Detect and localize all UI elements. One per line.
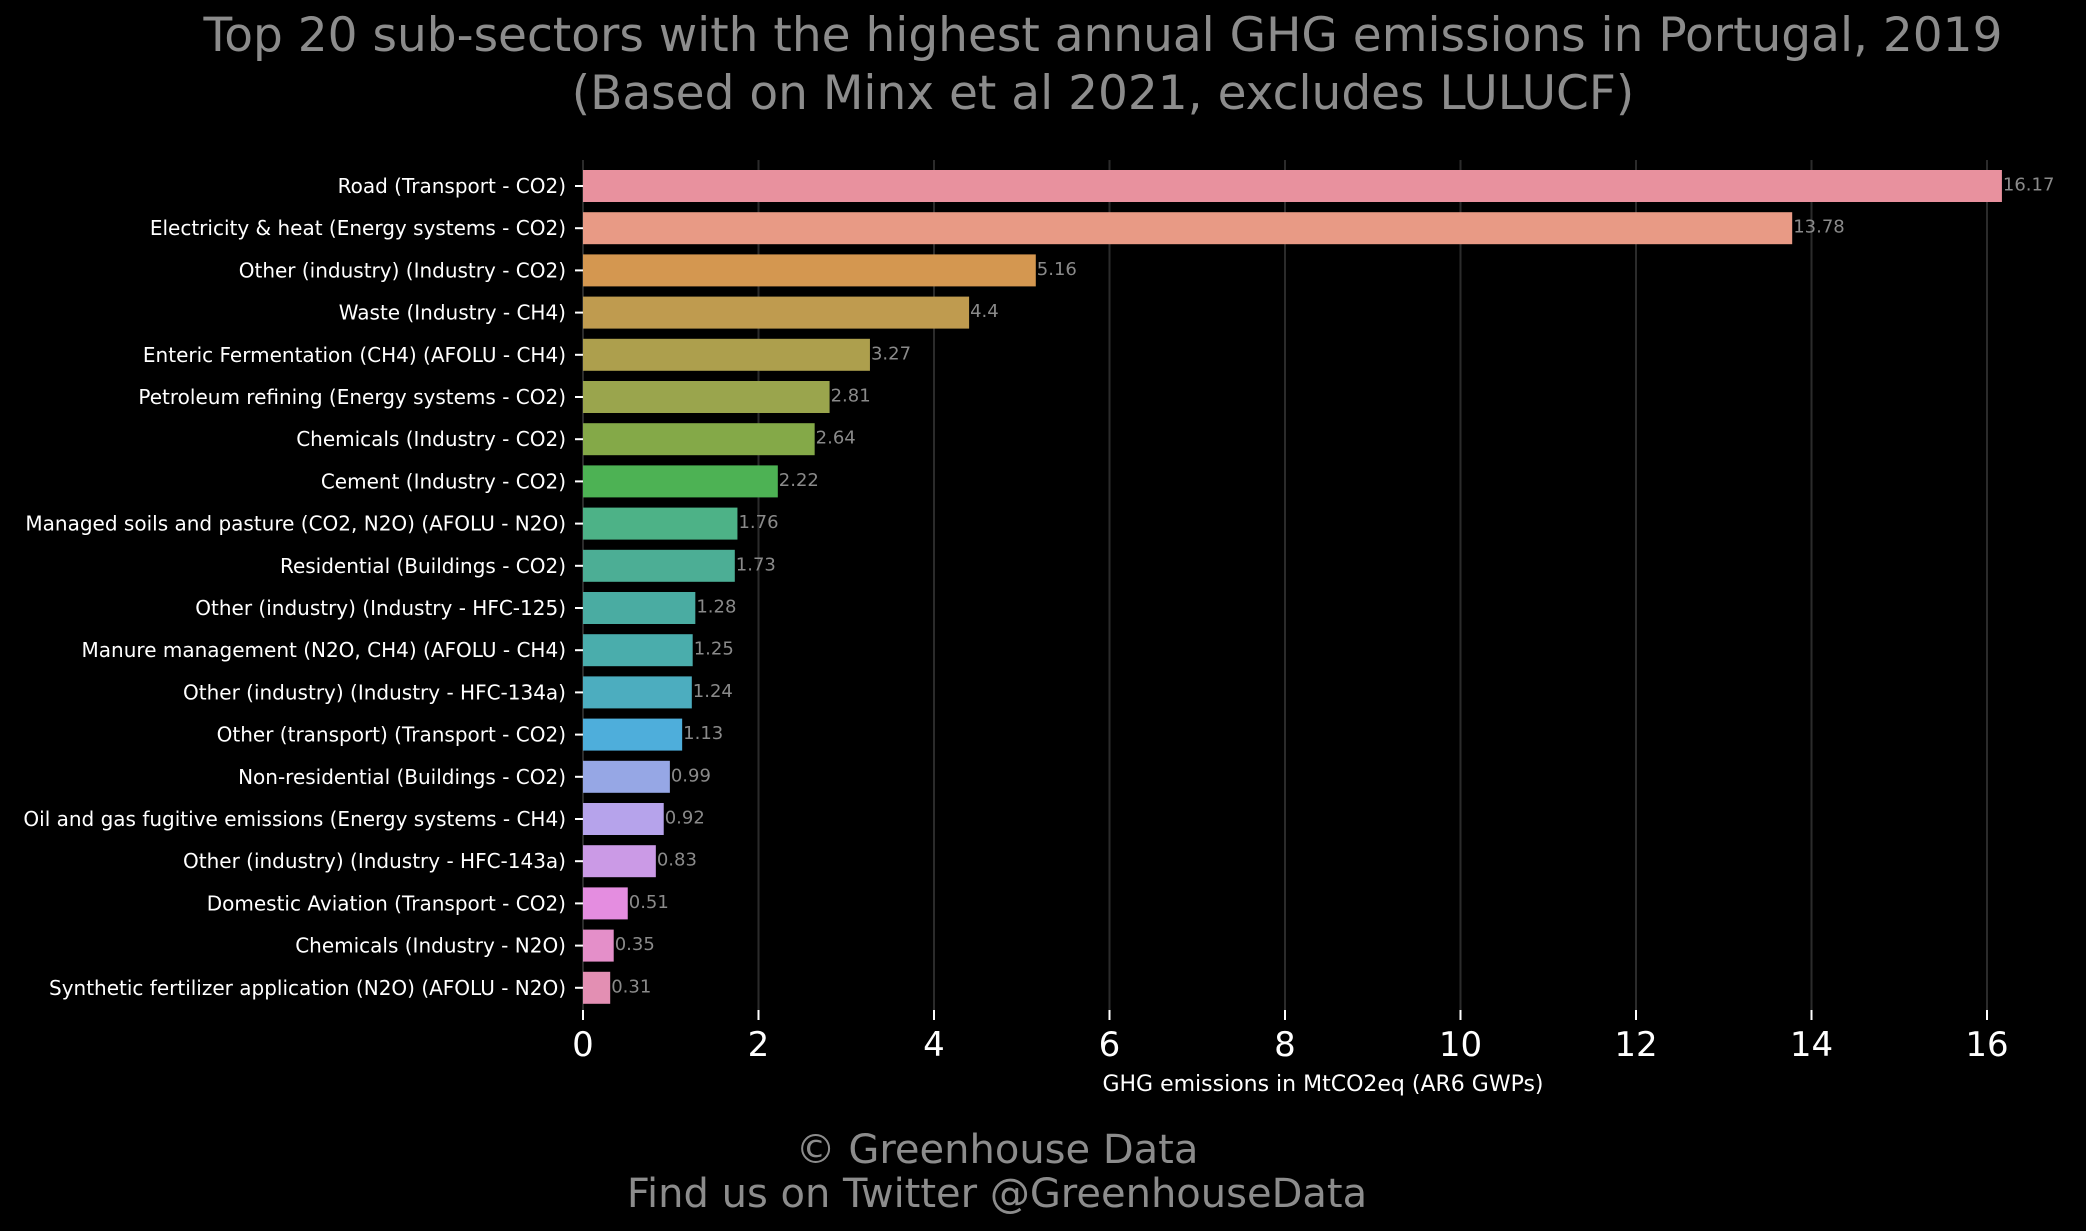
x-tick-label: 8 [1274, 1025, 1296, 1065]
bar [583, 634, 693, 667]
bar [583, 803, 664, 835]
x-axis-ticks: 0 2 4 6 8 10 12 14 16 [572, 185, 2009, 1065]
bar [583, 338, 870, 371]
x-axis-label: GHG emissions in MtCO2eq (AR6 GWPs) [1102, 1072, 1543, 1097]
bar [583, 423, 815, 456]
bar [583, 718, 683, 751]
value-label: 5.16 [1037, 259, 1077, 280]
value-label: 16.17 [2003, 175, 2055, 196]
category-label: Other (industry) (Industry - HFC-143a) [183, 849, 566, 873]
category-label: Cement (Industry - CO2) [321, 469, 566, 493]
value-label: 13.78 [1793, 217, 1845, 238]
bar [583, 592, 696, 624]
category-label: Other (industry) (Industry - HFC-125) [195, 596, 566, 620]
value-label: 1.13 [683, 723, 723, 744]
category-label: Manure management (N2O, CH4) (AFOLU - CH… [82, 638, 566, 662]
category-label: Managed soils and pasture (CO2, N2O) (AF… [25, 512, 566, 536]
category-label: Chemicals (Industry - N2O) [295, 934, 566, 958]
value-label: 1.76 [738, 512, 778, 533]
category-label: Other (transport) (Transport - CO2) [217, 723, 566, 747]
category-label: Chemicals (Industry - CO2) [296, 427, 566, 451]
bar [583, 212, 1793, 245]
value-label: 2.22 [779, 470, 819, 491]
bar [583, 549, 735, 582]
category-label: Synthetic fertilizer application (N2O) (… [49, 976, 566, 1000]
x-tick-label: 16 [1965, 1025, 2008, 1065]
value-label: 2.64 [816, 428, 856, 449]
bar [583, 465, 778, 498]
bars [583, 170, 2002, 1004]
value-label: 1.28 [696, 597, 736, 618]
bar [583, 676, 692, 709]
category-labels: Road (Transport - CO2) Electricity & heat… [23, 174, 566, 1000]
bar [583, 170, 2002, 202]
category-label: Other (industry) (Industry - HFC-134a) [183, 680, 566, 704]
category-label: Electricity & heat (Energy systems - CO2… [150, 216, 566, 240]
category-label: Domestic Aviation (Transport - CO2) [207, 891, 566, 915]
category-label: Enteric Fermentation (CH4) (AFOLU - CH4) [143, 343, 566, 367]
credit-copyright: © Greenhouse Data [796, 1127, 1199, 1173]
value-label: 0.92 [665, 808, 705, 829]
category-label: Non-residential (Buildings - CO2) [238, 765, 566, 789]
value-label: 3.27 [871, 343, 911, 364]
x-tick-label: 4 [923, 1025, 945, 1065]
x-tick-label: 0 [572, 1025, 594, 1065]
x-tick-label: 2 [748, 1025, 770, 1065]
bar [583, 929, 614, 962]
x-tick-label: 14 [1790, 1025, 1833, 1065]
bar [583, 971, 611, 1004]
value-label: 0.51 [629, 892, 669, 913]
bar [583, 254, 1036, 287]
value-label: 4.4 [970, 301, 999, 322]
value-label: 1.25 [694, 639, 734, 660]
chart-subtitle: (Based on Minx et al 2021, excludes LULU… [572, 66, 1634, 121]
bar [583, 296, 970, 329]
category-label: Road (Transport - CO2) [338, 174, 566, 198]
bar [583, 381, 830, 413]
credit-twitter: Find us on Twitter @GreenhouseData [627, 1171, 1367, 1217]
value-label: 0.31 [611, 976, 651, 997]
value-label: 1.73 [736, 554, 776, 575]
value-label: 0.99 [671, 765, 711, 786]
category-label: Residential (Buildings - CO2) [280, 554, 566, 578]
value-label: 2.81 [831, 386, 871, 407]
value-labels: 16.17 13.78 5.16 4.4 3.27 2.81 2.64 2.221.76 1.7… [611, 175, 2054, 998]
x-tick-label: 12 [1614, 1025, 1657, 1065]
value-label: 1.24 [693, 681, 733, 702]
bar [583, 507, 738, 540]
value-label: 0.35 [615, 934, 655, 955]
category-label: Waste (Industry - CH4) [339, 301, 566, 325]
category-label: Petroleum refining (Energy systems - CO2… [138, 385, 566, 409]
bar [583, 845, 656, 878]
category-label: Oil and gas fugitive emissions (Energy s… [23, 807, 566, 831]
x-tick-label: 10 [1439, 1025, 1482, 1065]
bar [583, 760, 670, 793]
chart-title: Top 20 sub-sectors with the highest annu… [203, 8, 2003, 63]
category-label: Other (industry) (Industry - CO2) [239, 258, 566, 282]
x-tick-label: 6 [1099, 1025, 1121, 1065]
value-label: 0.83 [657, 850, 697, 871]
bar [583, 887, 628, 920]
